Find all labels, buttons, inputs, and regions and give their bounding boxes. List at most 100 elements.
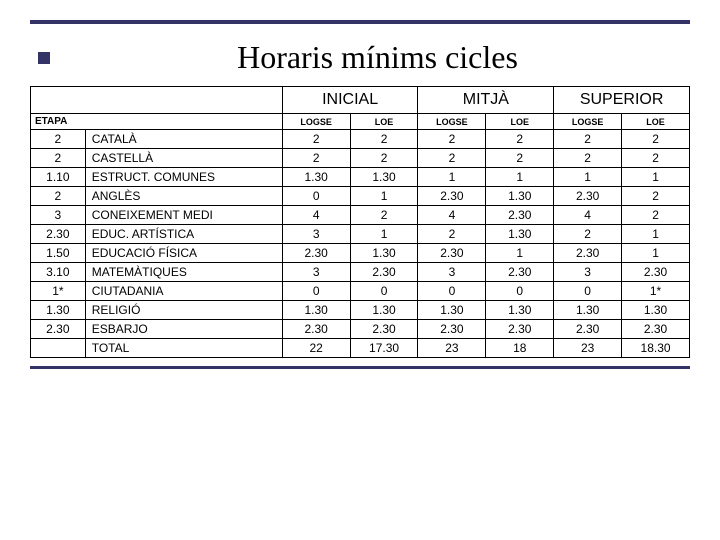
table-row: 3CONEIXEMENT MEDI4242.3042 bbox=[31, 206, 690, 225]
value-cell: 1 bbox=[622, 244, 690, 263]
value-cell: 2.30 bbox=[350, 263, 418, 282]
value-cell: 18 bbox=[486, 339, 554, 358]
value-cell: 1.30 bbox=[622, 301, 690, 320]
subheader: LOE bbox=[350, 114, 418, 130]
value-cell: 0 bbox=[282, 187, 350, 206]
value-cell: 0 bbox=[554, 282, 622, 301]
value-cell: 2 bbox=[622, 206, 690, 225]
value-cell: 1.30 bbox=[418, 301, 486, 320]
value-cell: 23 bbox=[418, 339, 486, 358]
value-cell: 18.30 bbox=[622, 339, 690, 358]
value-cell: 0 bbox=[486, 282, 554, 301]
value-cell: 1* bbox=[622, 282, 690, 301]
bottom-accent-bar bbox=[30, 366, 690, 369]
value-cell: 1 bbox=[486, 168, 554, 187]
value-cell: 2 bbox=[418, 225, 486, 244]
value-cell: 1 bbox=[350, 225, 418, 244]
subheader: LOGSE bbox=[282, 114, 350, 130]
name-cell: CASTELLÀ bbox=[85, 149, 282, 168]
name-cell: EDUC. ARTÍSTICA bbox=[85, 225, 282, 244]
value-cell: 1.30 bbox=[350, 301, 418, 320]
value-cell: 2 bbox=[350, 130, 418, 149]
value-cell: 2.30 bbox=[622, 263, 690, 282]
etapa-cell: 2.30 bbox=[31, 225, 86, 244]
table-row: 2.30EDUC. ARTÍSTICA3121.3021 bbox=[31, 225, 690, 244]
value-cell: 2.30 bbox=[622, 320, 690, 339]
value-cell: 2.30 bbox=[282, 244, 350, 263]
name-cell: RELIGIÓ bbox=[85, 301, 282, 320]
table-row: 1.30RELIGIÓ1.301.301.301.301.301.30 bbox=[31, 301, 690, 320]
value-cell: 3 bbox=[282, 263, 350, 282]
value-cell: 0 bbox=[418, 282, 486, 301]
value-cell: 2 bbox=[486, 149, 554, 168]
value-cell: 1 bbox=[554, 168, 622, 187]
name-cell: ESBARJO bbox=[85, 320, 282, 339]
table-row: TOTAL2217.3023182318.30 bbox=[31, 339, 690, 358]
etapa-cell: 2 bbox=[31, 187, 86, 206]
top-accent-bar bbox=[30, 20, 690, 24]
name-cell: EDUCACIÓ FÍSICA bbox=[85, 244, 282, 263]
table-row: 2.30ESBARJO2.302.302.302.302.302.30 bbox=[31, 320, 690, 339]
etapa-cell: 1.30 bbox=[31, 301, 86, 320]
title-row: Horaris mínims cicles bbox=[30, 39, 690, 76]
blank-corner bbox=[31, 87, 283, 114]
name-cell: CIUTADANIA bbox=[85, 282, 282, 301]
title-bullet bbox=[38, 52, 50, 64]
value-cell: 1 bbox=[622, 168, 690, 187]
etapa-cell: 1* bbox=[31, 282, 86, 301]
value-cell: 0 bbox=[350, 282, 418, 301]
value-cell: 2.30 bbox=[486, 206, 554, 225]
table-row: 1*CIUTADANIA000001* bbox=[31, 282, 690, 301]
table-body: 2CATALÀ2222222CASTELLÀ2222221.10ESTRUCT.… bbox=[31, 130, 690, 358]
name-cell: TOTAL bbox=[85, 339, 282, 358]
value-cell: 2.30 bbox=[418, 320, 486, 339]
group-header-inicial: INICIAL bbox=[282, 87, 418, 114]
value-cell: 2.30 bbox=[486, 320, 554, 339]
value-cell: 2 bbox=[622, 149, 690, 168]
etapa-cell: 3.10 bbox=[31, 263, 86, 282]
etapa-cell: 1.50 bbox=[31, 244, 86, 263]
value-cell: 0 bbox=[282, 282, 350, 301]
value-cell: 1.30 bbox=[282, 168, 350, 187]
etapa-cell: 3 bbox=[31, 206, 86, 225]
value-cell: 2.30 bbox=[554, 320, 622, 339]
value-cell: 3 bbox=[418, 263, 486, 282]
value-cell: 2.30 bbox=[282, 320, 350, 339]
value-cell: 2 bbox=[282, 130, 350, 149]
table-row: 2CATALÀ222222 bbox=[31, 130, 690, 149]
etapa-cell: 2.30 bbox=[31, 320, 86, 339]
name-cell: CATALÀ bbox=[85, 130, 282, 149]
value-cell: 22 bbox=[282, 339, 350, 358]
etapa-header: ETAPA bbox=[31, 114, 283, 130]
value-cell: 2.30 bbox=[350, 320, 418, 339]
value-cell: 2 bbox=[350, 149, 418, 168]
value-cell: 1.30 bbox=[554, 301, 622, 320]
value-cell: 1.30 bbox=[486, 225, 554, 244]
value-cell: 2 bbox=[282, 149, 350, 168]
value-cell: 17.30 bbox=[350, 339, 418, 358]
value-cell: 2 bbox=[554, 130, 622, 149]
group-header-superior: SUPERIOR bbox=[554, 87, 690, 114]
value-cell: 1 bbox=[486, 244, 554, 263]
value-cell: 1.30 bbox=[350, 244, 418, 263]
value-cell: 1.30 bbox=[486, 301, 554, 320]
name-cell: ESTRUCT. COMUNES bbox=[85, 168, 282, 187]
subheader: LOGSE bbox=[418, 114, 486, 130]
etapa-cell bbox=[31, 339, 86, 358]
name-cell: ANGLÈS bbox=[85, 187, 282, 206]
value-cell: 1 bbox=[622, 225, 690, 244]
table-row: 1.50EDUCACIÓ FÍSICA2.301.302.3012.301 bbox=[31, 244, 690, 263]
value-cell: 2 bbox=[486, 130, 554, 149]
value-cell: 2 bbox=[554, 149, 622, 168]
name-cell: MATEMÀTIQUES bbox=[85, 263, 282, 282]
value-cell: 3 bbox=[282, 225, 350, 244]
value-cell: 1 bbox=[350, 187, 418, 206]
value-cell: 23 bbox=[554, 339, 622, 358]
value-cell: 2 bbox=[622, 187, 690, 206]
table-row: 2ANGLÈS012.301.302.302 bbox=[31, 187, 690, 206]
group-header-mitja: MITJÀ bbox=[418, 87, 554, 114]
subheader: LOE bbox=[622, 114, 690, 130]
value-cell: 2.30 bbox=[554, 244, 622, 263]
value-cell: 1.30 bbox=[486, 187, 554, 206]
page-title: Horaris mínims cicles bbox=[65, 39, 690, 76]
